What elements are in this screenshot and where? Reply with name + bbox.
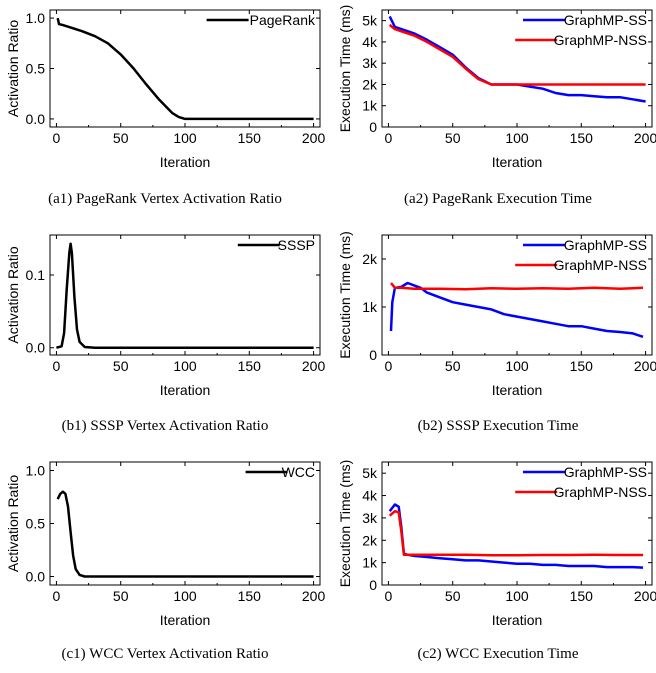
y-tick-label: 1.0 <box>26 462 46 478</box>
x-tick-label: 0 <box>385 358 393 374</box>
x-tick-label: 50 <box>113 130 129 146</box>
legend-label: GraphMP-SS <box>564 237 647 253</box>
y-tick-label: 1k <box>362 299 378 315</box>
x-axis-label: Iteration <box>492 154 543 170</box>
x-tick-label: 100 <box>173 358 197 374</box>
y-axis-label: Activation Ratio <box>5 20 21 117</box>
y-tick-label: 0.0 <box>26 569 46 585</box>
y-tick-label: 2k <box>362 76 378 92</box>
y-axis-label: Activation Ratio <box>5 475 21 572</box>
series-line-graphmp-ss <box>389 281 644 338</box>
x-tick-label: 150 <box>570 588 594 604</box>
figure-caption: (b2) SSSP Execution Time <box>418 418 579 434</box>
plot-frame <box>49 461 321 586</box>
y-tick-label: 2k <box>362 532 378 548</box>
series-line-pagerank <box>56 17 314 121</box>
x-tick-label: 200 <box>302 130 326 146</box>
y-tick-label: 0 <box>369 577 377 593</box>
y-tick-label: 0.5 <box>26 516 46 532</box>
legend-label: GraphMP-NSS <box>554 484 647 500</box>
x-tick-label: 200 <box>634 358 656 374</box>
x-tick-label: 50 <box>113 588 129 604</box>
y-tick-label: 3k <box>362 510 378 526</box>
x-tick-label: 200 <box>634 130 656 146</box>
y-axis-label: Execution Time (ms) <box>337 460 353 588</box>
y-tick-label: 1k <box>362 555 378 571</box>
legend-label: PageRank <box>250 12 316 28</box>
figure-caption: (a1) PageRank Vertex Activation Ratio <box>48 191 282 207</box>
chart-panel-a2: 0 50 100 150 200 0 1k 2k 3k 4k 5k Iteration Executio… <box>337 5 656 207</box>
series-line-graphmp-ss <box>388 503 644 569</box>
x-tick-label: 0 <box>53 588 61 604</box>
legend-label: SSSP <box>278 237 315 253</box>
figure-caption: (a2) PageRank Execution Time <box>404 191 592 207</box>
legend-label: WCC <box>282 464 315 480</box>
y-tick-label: 0 <box>369 347 377 363</box>
x-tick-label: 150 <box>570 130 594 146</box>
x-tick-label: 100 <box>505 588 529 604</box>
x-tick-label: 0 <box>385 588 393 604</box>
x-tick-label: 150 <box>238 130 262 146</box>
series-line-graphmp-nss <box>388 509 643 557</box>
figure-caption: (b1) SSSP Vertex Activation Ratio <box>62 418 269 434</box>
legend-label: GraphMP-NSS <box>554 257 647 273</box>
plot-frame <box>49 234 321 356</box>
x-tick-label: 200 <box>302 358 326 374</box>
x-tick-label: 100 <box>505 130 529 146</box>
x-tick-label: 50 <box>445 130 461 146</box>
x-tick-label: 150 <box>238 588 262 604</box>
figure-caption: (c1) WCC Vertex Activation Ratio <box>62 646 269 662</box>
figure-caption: (c2) WCC Execution Time <box>418 646 579 662</box>
x-tick-label: 100 <box>173 588 197 604</box>
x-axis-label: Iteration <box>492 612 543 628</box>
y-tick-label: 1k <box>362 98 378 114</box>
x-tick-label: 100 <box>505 358 529 374</box>
y-axis-label: Activation Ratio <box>5 246 21 343</box>
x-tick-label: 50 <box>113 358 129 374</box>
y-axis-label: Execution Time (ms) <box>337 5 353 133</box>
series-line-graphmp-nss <box>390 282 644 291</box>
x-tick-label: 150 <box>238 358 262 374</box>
x-tick-label: 200 <box>302 588 326 604</box>
plot-frame <box>381 234 653 356</box>
x-tick-label: 200 <box>634 588 656 604</box>
x-tick-label: 50 <box>445 588 461 604</box>
chart-panel-b1: 0 50 100 150 200 0.0 0.1 Iteration Activation Ra… <box>5 234 326 434</box>
x-axis-label: Iteration <box>160 612 211 628</box>
y-tick-label: 4k <box>362 488 378 504</box>
x-tick-label: 0 <box>53 130 61 146</box>
y-tick-label: 4k <box>362 34 378 50</box>
x-tick-label: 100 <box>173 130 197 146</box>
y-tick-label: 5k <box>362 13 378 29</box>
chart-panel-a1: 0 50 100 150 200 0.0 0.5 1.0 Iteration Activation… <box>5 9 326 207</box>
legend-label: GraphMP-SS <box>564 12 647 28</box>
chart-panel-b2: 0 50 100 150 200 0 1k 2k Iteration Execution Time… <box>337 231 656 434</box>
x-tick-label: 0 <box>53 358 61 374</box>
x-axis-label: Iteration <box>160 154 211 170</box>
y-axis-label: Execution Time (ms) <box>337 231 353 359</box>
series-line-graphmp-nss <box>388 23 646 86</box>
series-line-graphmp-ss <box>388 15 646 103</box>
chart-panel-c2: 0 50 100 150 200 0 1k 2k 3k 4k 5k Iteration Executio… <box>337 460 656 662</box>
y-tick-label: 0.5 <box>26 61 46 77</box>
y-tick-label: 1.0 <box>26 10 46 26</box>
x-axis-label: Iteration <box>160 382 211 398</box>
x-axis-label: Iteration <box>492 382 543 398</box>
chart-panel-c1: 0 50 100 150 200 0.0 0.5 1.0 Iteration Activation… <box>5 461 326 662</box>
x-tick-label: 0 <box>385 130 393 146</box>
y-tick-label: 0.0 <box>26 111 46 127</box>
y-tick-label: 0.0 <box>26 340 46 356</box>
y-tick-label: 0.1 <box>26 267 46 283</box>
y-tick-label: 2k <box>362 251 378 267</box>
series-line-sssp <box>56 242 314 349</box>
series-line-wcc <box>56 490 314 578</box>
y-tick-label: 5k <box>362 465 378 481</box>
legend-label: GraphMP-NSS <box>554 32 647 48</box>
y-tick-label: 3k <box>362 55 378 71</box>
x-tick-label: 50 <box>445 358 461 374</box>
x-tick-label: 150 <box>570 358 594 374</box>
y-tick-label: 0 <box>369 119 377 135</box>
legend-label: GraphMP-SS <box>564 464 647 480</box>
